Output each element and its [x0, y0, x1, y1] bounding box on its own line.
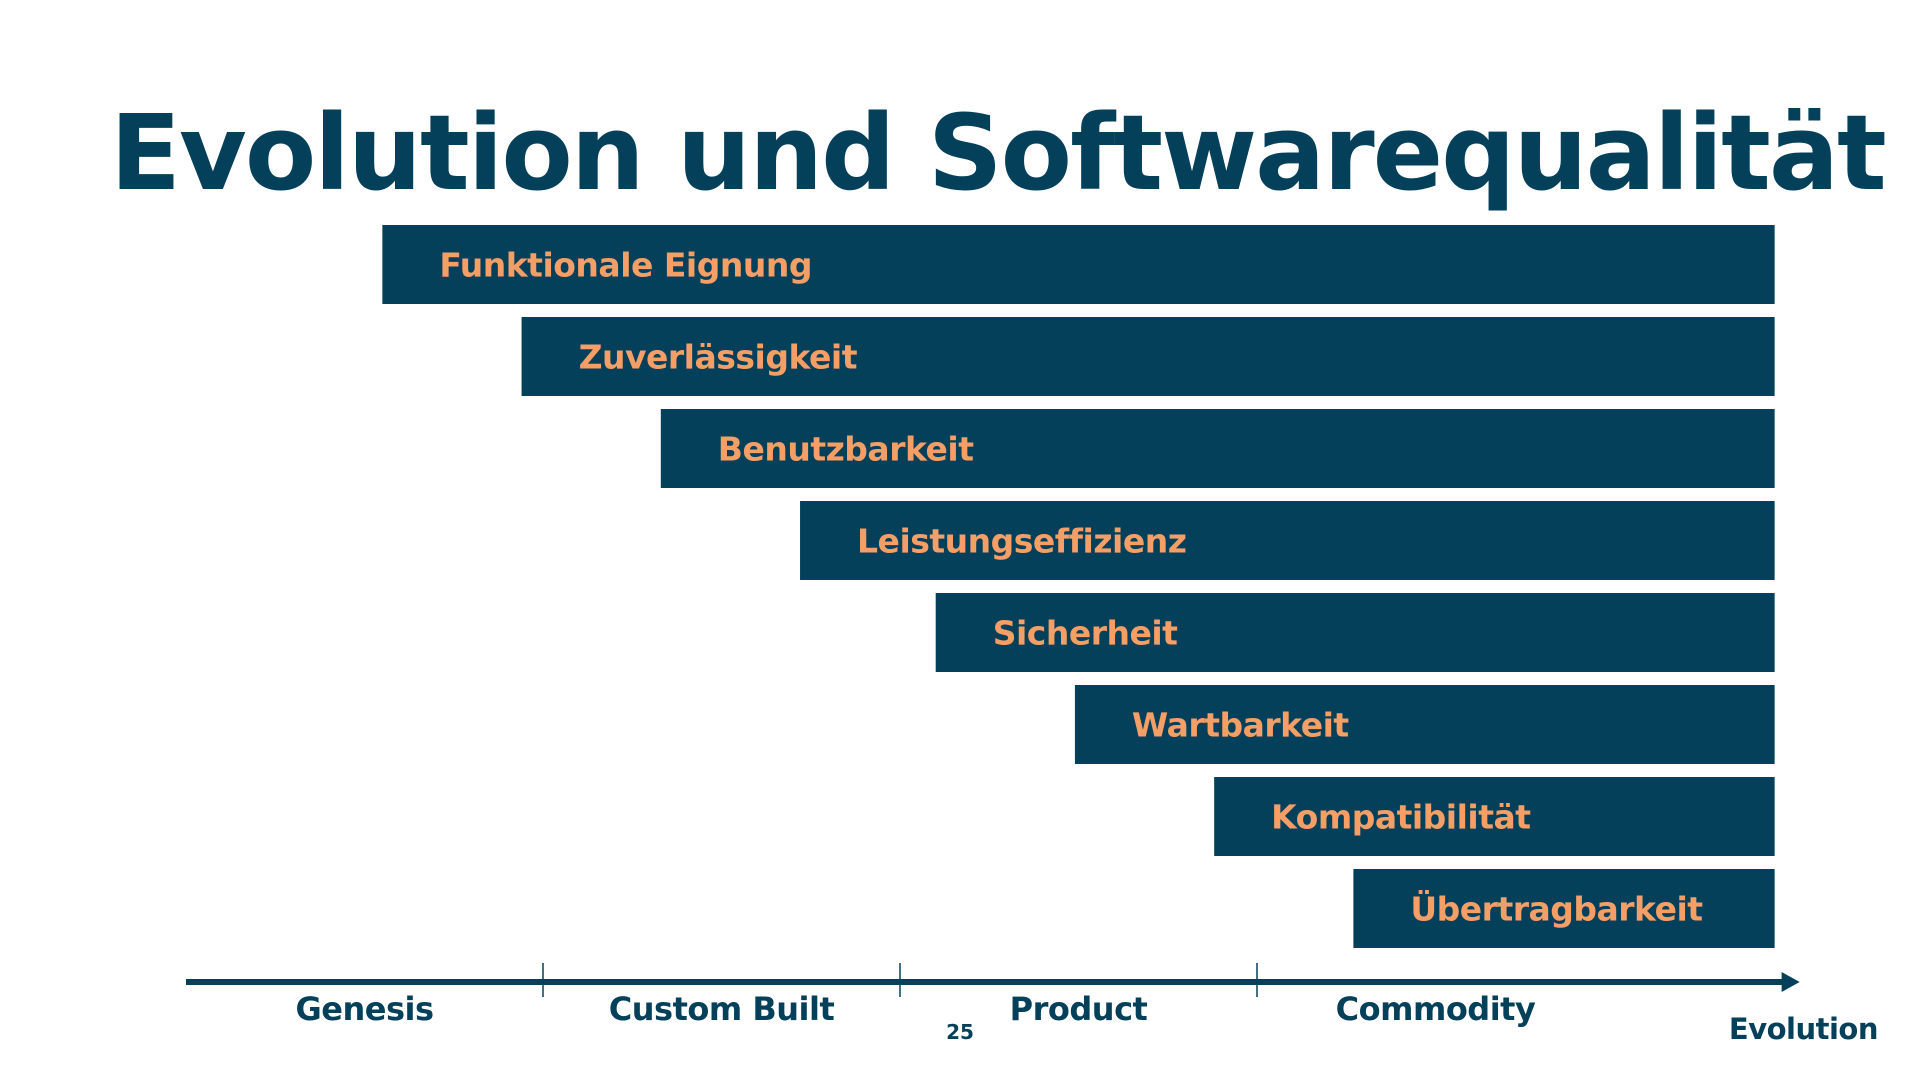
stage-labels: Genesis Custom Built Product Commodity — [295, 990, 1536, 1028]
bar-rect — [1353, 869, 1775, 948]
quality-bar: Übertragbarkeit — [1353, 869, 1775, 948]
bar-label: Funktionale Eignung — [439, 246, 812, 285]
bar-label: Wartbarkeit — [1132, 706, 1349, 745]
slide-title: Evolution und Softwarequalität — [110, 92, 1887, 214]
quality-bar: Sicherheit — [935, 593, 1775, 672]
arrow-head-icon — [1781, 972, 1800, 992]
bar-label: Benutzbarkeit — [718, 430, 974, 469]
bar-label: Kompatibilität — [1271, 798, 1531, 837]
bar-label: Sicherheit — [993, 614, 1178, 653]
bar-label: Zuverlässigkeit — [579, 338, 858, 377]
bar-label: Übertragbarkeit — [1410, 889, 1703, 929]
bar-label: Leistungseffizienz — [857, 522, 1186, 561]
quality-bar: Leistungseffizienz — [800, 501, 1775, 580]
bar-rect — [935, 593, 1775, 672]
quality-bar: Funktionale Eignung — [382, 225, 1775, 304]
quality-bar: Kompatibilität — [1214, 777, 1775, 856]
bar-rect — [660, 409, 1775, 488]
quality-bars: Funktionale Eignung Zuverlässigkeit Benutz… — [382, 225, 1775, 948]
evolution-axis — [186, 972, 1800, 992]
bar-rect — [521, 317, 1775, 396]
page-number: 25 — [946, 1020, 974, 1044]
bar-rect — [1074, 685, 1775, 764]
quality-bar: Zuverlässigkeit — [521, 317, 1775, 396]
quality-bar: Wartbarkeit — [1074, 685, 1775, 764]
bar-rect — [382, 225, 1775, 304]
stage-ticks — [542, 963, 1258, 997]
stage-label: Commodity — [1336, 990, 1536, 1028]
quality-bar: Benutzbarkeit — [660, 409, 1775, 488]
stage-label: Genesis — [295, 990, 433, 1028]
bar-rect — [800, 501, 1775, 580]
stage-label: Custom Built — [609, 990, 835, 1028]
axis-title: Evolution — [1729, 1012, 1878, 1046]
bar-rect — [1214, 777, 1775, 856]
stage-label: Product — [1010, 990, 1148, 1028]
